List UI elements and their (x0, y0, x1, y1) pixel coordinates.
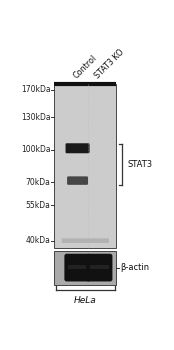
FancyBboxPatch shape (62, 238, 109, 243)
Bar (90, 265, 109, 269)
Text: HeLa: HeLa (74, 296, 97, 305)
Bar (68, 265, 87, 269)
Text: 170kDa: 170kDa (21, 85, 50, 94)
Text: STAT3: STAT3 (127, 160, 152, 169)
Bar (54, 251, 116, 285)
FancyBboxPatch shape (66, 143, 90, 153)
Text: 55kDa: 55kDa (26, 201, 50, 210)
Text: 130kDa: 130kDa (21, 113, 50, 122)
Text: 100kDa: 100kDa (21, 145, 50, 154)
Bar (54, 84, 116, 248)
Text: Control: Control (71, 54, 98, 80)
Text: 70kDa: 70kDa (26, 178, 50, 187)
Text: β-actin: β-actin (120, 263, 149, 272)
FancyBboxPatch shape (86, 254, 112, 281)
FancyBboxPatch shape (67, 176, 88, 185)
Text: STAT3 KO: STAT3 KO (93, 48, 126, 80)
Text: 40kDa: 40kDa (26, 236, 50, 245)
FancyBboxPatch shape (64, 254, 91, 281)
